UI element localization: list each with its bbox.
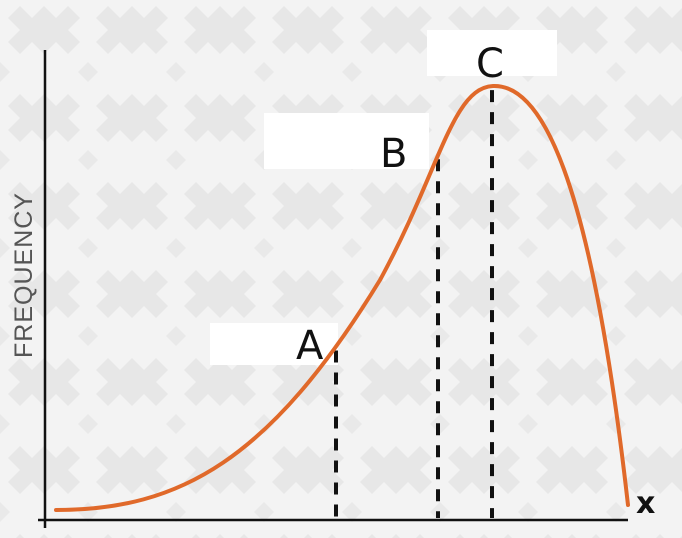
point-b-label-box	[264, 113, 429, 169]
point-a-label: A	[296, 323, 324, 369]
marks-layer: A B C	[210, 30, 557, 518]
x-axis-label: x	[636, 486, 655, 521]
point-c-label: C	[476, 41, 504, 87]
point-c-label-box	[427, 30, 557, 76]
y-axis-label: FREQUENCY	[10, 192, 38, 358]
frequency-curve	[54, 83, 630, 512]
point-a-label-box	[210, 323, 338, 365]
point-b-label: B	[380, 131, 407, 177]
